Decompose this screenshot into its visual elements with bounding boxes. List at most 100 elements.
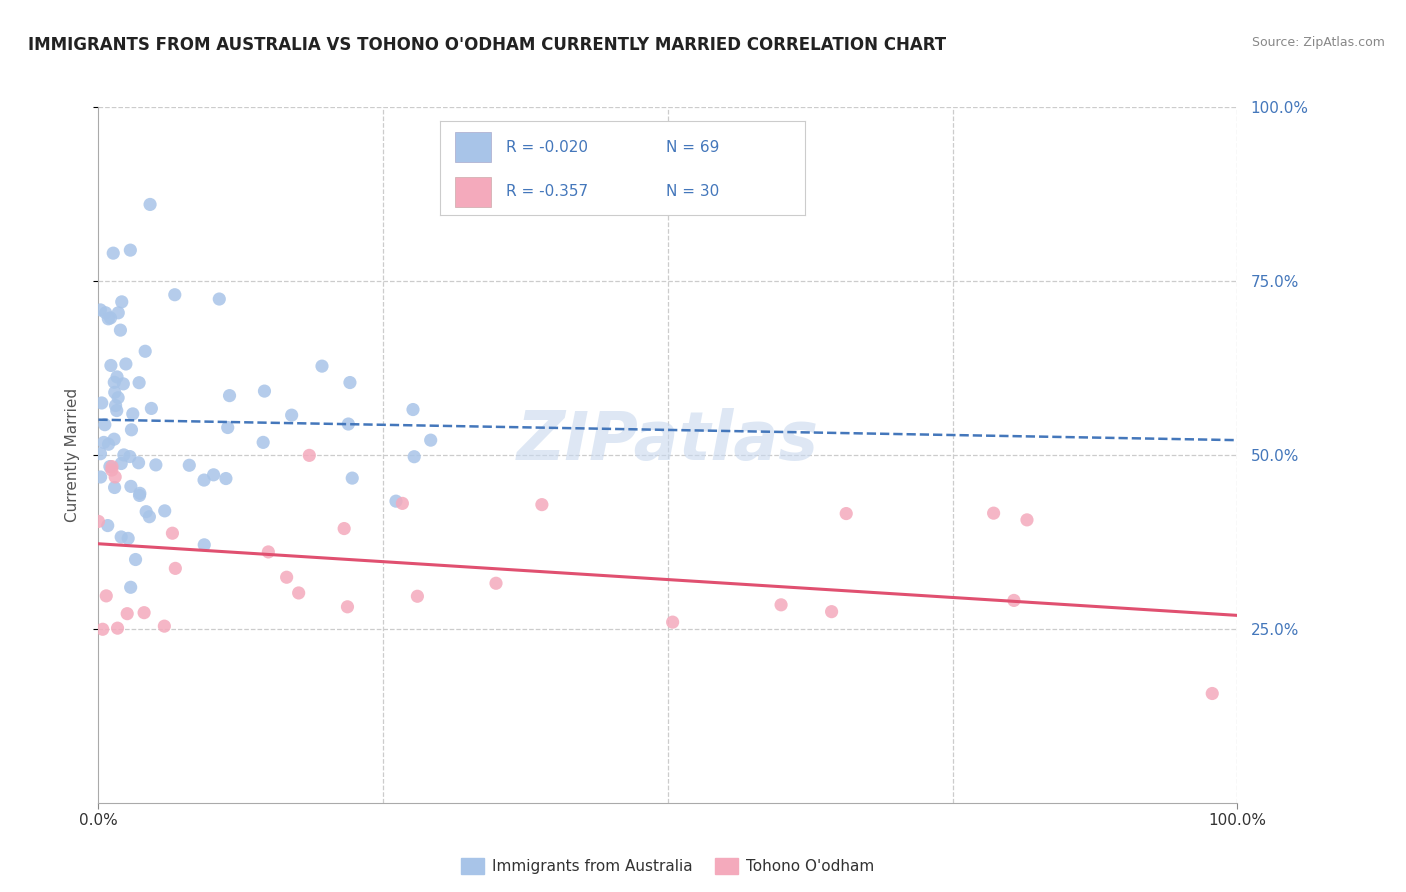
Point — [1015, 513, 1038, 527]
Point — [333, 522, 356, 536]
Point — [90, 470, 112, 484]
Point — [485, 576, 508, 591]
Point — [110, 457, 132, 471]
Point — [94, 417, 117, 432]
Point — [100, 359, 122, 373]
Point — [103, 481, 125, 495]
Point — [339, 376, 361, 390]
Point — [90, 396, 112, 410]
Point — [280, 408, 302, 422]
Point — [100, 310, 122, 325]
Point — [276, 570, 298, 584]
Point — [98, 459, 121, 474]
Point — [287, 586, 309, 600]
Point — [165, 561, 187, 575]
Point — [115, 357, 138, 371]
Point — [145, 458, 167, 472]
Point — [141, 401, 163, 416]
Point — [96, 589, 118, 603]
Point — [162, 526, 184, 541]
Point — [153, 504, 176, 518]
Point — [107, 391, 129, 405]
Point — [163, 287, 186, 301]
Point — [107, 306, 129, 320]
Point — [385, 494, 408, 508]
Point — [252, 435, 274, 450]
Point — [97, 518, 120, 533]
Point — [112, 448, 135, 462]
Point — [1201, 686, 1223, 700]
Point — [215, 471, 238, 485]
Point — [179, 458, 201, 473]
Point — [208, 292, 231, 306]
Point — [139, 197, 162, 211]
Point — [983, 506, 1005, 520]
Point — [132, 606, 155, 620]
Point — [193, 538, 215, 552]
Point — [103, 432, 125, 446]
Point — [336, 599, 359, 614]
Legend: Immigrants from Australia, Tohono O'odham: Immigrants from Australia, Tohono O'odha… — [456, 852, 880, 880]
Point — [134, 344, 156, 359]
Point — [104, 399, 127, 413]
Point — [93, 435, 115, 450]
Point — [103, 376, 125, 390]
Point — [124, 552, 146, 566]
Point — [128, 488, 150, 502]
Point — [298, 449, 321, 463]
Point — [128, 486, 150, 500]
Point — [94, 306, 117, 320]
Point — [118, 450, 141, 464]
Point — [661, 615, 683, 629]
Point — [105, 403, 128, 417]
Point — [111, 294, 134, 309]
Point — [257, 545, 280, 559]
Point — [138, 509, 160, 524]
Point — [128, 456, 150, 470]
Point — [89, 302, 111, 317]
Point — [97, 437, 120, 451]
Point — [101, 459, 124, 474]
Point — [217, 420, 239, 434]
Point — [835, 507, 858, 521]
Point — [87, 515, 110, 529]
Point — [120, 243, 142, 257]
Point — [202, 467, 225, 482]
Point — [89, 447, 111, 461]
Point — [107, 621, 129, 635]
Point — [104, 385, 127, 400]
Point — [120, 479, 142, 493]
Point — [97, 311, 120, 326]
Point — [115, 607, 138, 621]
Point — [530, 498, 553, 512]
Point — [391, 496, 413, 510]
Point — [121, 407, 143, 421]
Point — [103, 246, 125, 260]
Point — [406, 589, 429, 603]
Text: IMMIGRANTS FROM AUSTRALIA VS TOHONO O'ODHAM CURRENTLY MARRIED CORRELATION CHART: IMMIGRANTS FROM AUSTRALIA VS TOHONO O'OD… — [28, 36, 946, 54]
Point — [770, 598, 793, 612]
Point — [105, 370, 128, 384]
Point — [218, 389, 240, 403]
Point — [104, 470, 127, 484]
Point — [1002, 593, 1025, 607]
Point — [820, 605, 842, 619]
Point — [120, 423, 142, 437]
Point — [112, 376, 135, 391]
Point — [253, 384, 276, 398]
Text: ZIPatlas: ZIPatlas — [517, 408, 818, 474]
Point — [120, 580, 142, 594]
Point — [153, 619, 176, 633]
Point — [311, 359, 333, 373]
Point — [404, 450, 426, 464]
Point — [419, 433, 441, 447]
Point — [101, 463, 124, 477]
Point — [117, 532, 139, 546]
Text: Source: ZipAtlas.com: Source: ZipAtlas.com — [1251, 36, 1385, 49]
Y-axis label: Currently Married: Currently Married — [65, 388, 80, 522]
Point — [128, 376, 150, 390]
Point — [110, 323, 132, 337]
Point — [91, 622, 114, 636]
Point — [402, 402, 425, 417]
Point — [342, 471, 364, 485]
